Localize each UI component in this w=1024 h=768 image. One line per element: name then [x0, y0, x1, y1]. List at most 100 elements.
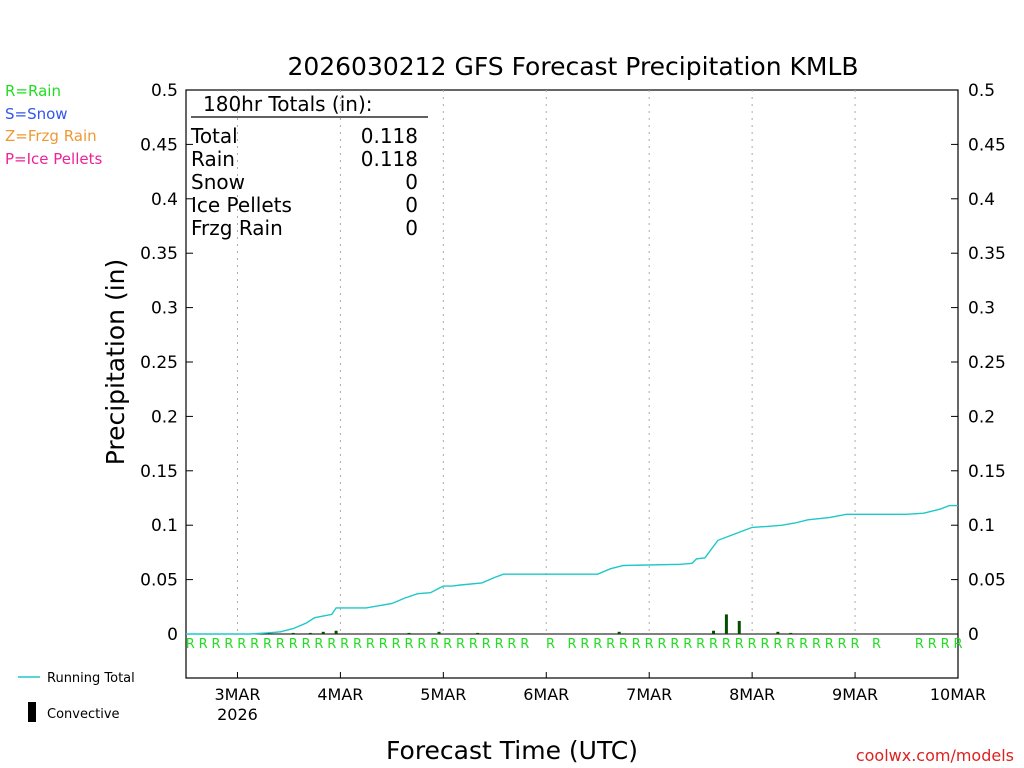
y-tick-label-right: 0.2 [968, 407, 995, 427]
rain-marker: R [302, 637, 311, 652]
x-tick-label: 10MAR [930, 685, 986, 704]
y-tick-label-right: 0.45 [968, 135, 1006, 155]
rain-marker: R [872, 637, 881, 652]
y-tick-label-right: 0 [968, 625, 979, 645]
rain-marker: R [632, 637, 641, 652]
y-tick-label-right: 0.25 [968, 353, 1006, 373]
rain-marker: R [211, 637, 220, 652]
rain-marker: R [696, 637, 705, 652]
rain-marker: R [482, 637, 491, 652]
x-tick-label: 4MAR [317, 685, 363, 704]
legend-ice-pellets: P=Ice Pellets [5, 150, 102, 168]
y-tick-label-right: 0.3 [968, 299, 995, 319]
y-tick-label-right: 0.4 [968, 190, 995, 210]
convective-bars [291, 614, 793, 634]
plot-frame [185, 89, 959, 679]
rain-marker: R [495, 637, 504, 652]
rain-marker: R [237, 637, 246, 652]
rain-marker: R [353, 637, 362, 652]
credit-text: coolwx.com/models [856, 746, 1014, 765]
convective-bar [724, 614, 728, 634]
y-tick-label-left: 0.05 [140, 571, 178, 591]
convective-legend-swatch [28, 702, 36, 722]
rain-marker: R [606, 637, 615, 652]
rain-marker: R [520, 637, 529, 652]
x-tick-label: 9MAR [832, 685, 878, 704]
rain-marker: R [580, 637, 589, 652]
legend-rain: R=Rain [5, 82, 61, 100]
rain-marker: R [619, 637, 628, 652]
x-tick-label: 6MAR [523, 685, 569, 704]
rain-marker: R [928, 637, 937, 652]
totals-header: 180hr Totals (in): [203, 92, 373, 116]
rain-marker: R [276, 637, 285, 652]
x-tick-label: 7MAR [626, 685, 672, 704]
convective-bar [776, 631, 780, 634]
y-tick-label-left: 0.25 [140, 353, 178, 373]
x-tick-label: 3MAR [214, 685, 260, 704]
running-total-line [186, 504, 958, 635]
rain-marker: R [748, 637, 757, 652]
rain-marker: R [851, 637, 860, 652]
rain-marker: R [670, 637, 679, 652]
x-tick-sublabel: 2026 [217, 705, 258, 724]
y-tick-label-left: 0.45 [140, 135, 178, 155]
y-tick-label-right: 0.35 [968, 244, 1006, 264]
rain-marker: R [250, 637, 259, 652]
grid-lines [186, 90, 958, 635]
convective-bar [291, 632, 295, 634]
rain-marker: R [379, 637, 388, 652]
totals-label-frzg-rain: Frzg Rain [191, 216, 283, 240]
convective-bar [712, 630, 716, 634]
convective-bar [476, 632, 480, 634]
totals-value-rain: 0.118 [361, 147, 418, 171]
totals-label-total: Total [190, 124, 238, 148]
rain-marker: R [263, 637, 272, 652]
y-axis-left: 0 0.05 0.1 0.15 0.2 0.25 0.3 0.35 0.4 0.45 0.5 [140, 81, 193, 645]
rain-marker: R [417, 637, 426, 652]
convective-bar [737, 620, 741, 634]
y-tick-label-left: 0.5 [151, 81, 178, 101]
rain-marker: R [404, 637, 413, 652]
y-tick-label-left: 0.1 [151, 516, 178, 536]
legend-snow: S=Snow [5, 105, 68, 123]
rain-marker: R [392, 637, 401, 652]
convective-bar [321, 631, 325, 634]
x-tick-label: 5MAR [420, 685, 466, 704]
rain-marker: R [812, 637, 821, 652]
x-axis-label: Forecast Time (UTC) [386, 736, 638, 765]
rain-marker: R [327, 637, 336, 652]
totals-box: 180hr Totals (in): Total 0.118 Rain 0.11… [190, 92, 428, 240]
convective-bar [334, 630, 338, 634]
y-tick-label-left: 0.2 [151, 407, 178, 427]
running-total-legend-label: Running Total [47, 671, 135, 686]
y-tick-label-left: 0.35 [140, 244, 178, 264]
precip-type-legend: R=Rain S=Snow Z=Frzg Rain P=Ice Pellets [5, 82, 102, 168]
rain-marker: R [340, 637, 349, 652]
convective-bar [789, 632, 793, 634]
y-tick-label-right: 0.05 [968, 571, 1006, 591]
totals-value-frzg-rain: 0 [405, 216, 418, 240]
rain-marker: R [314, 637, 323, 652]
rain-marker: R [186, 637, 195, 652]
convective-legend-label: Convective [47, 707, 120, 722]
y-axis-label: Precipitation (in) [101, 259, 130, 466]
legend-frzg-rain: Z=Frzg Rain [5, 127, 97, 145]
rain-marker: R [199, 637, 208, 652]
rain-marker: R [735, 637, 744, 652]
rain-marker: R [760, 637, 769, 652]
chart-title: 2026030212 GFS Forecast Precipitation KM… [287, 52, 858, 81]
totals-value-snow: 0 [405, 170, 418, 194]
rain-marker: R [825, 637, 834, 652]
totals-value-total: 0.118 [361, 124, 418, 148]
convective-bar [407, 632, 411, 634]
rain-marker: R [289, 637, 298, 652]
rain-marker: R [722, 637, 731, 652]
rain-marker: R [430, 637, 439, 652]
rain-marker: R [366, 637, 375, 652]
rain-marker: R [443, 637, 452, 652]
rain-marker: R [593, 637, 602, 652]
